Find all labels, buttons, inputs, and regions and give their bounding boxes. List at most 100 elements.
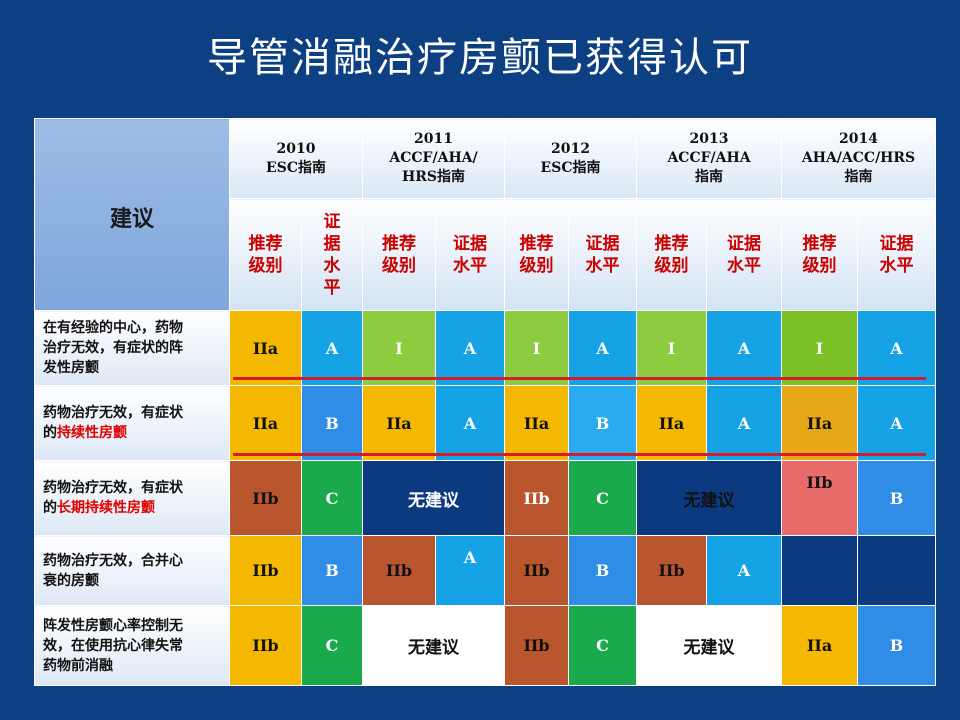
class-cell: IIb bbox=[362, 535, 436, 606]
subheader-text: 水平 bbox=[585, 255, 620, 276]
row-label-highlight: 持续性房颤 bbox=[57, 425, 127, 441]
subheader-text: 水平 bbox=[453, 255, 487, 276]
class-cell: IIa bbox=[229, 310, 302, 386]
guideline-2011-accf-aha-hrs: 2011 ACCF/AHA/ HRS指南 bbox=[361, 118, 506, 199]
row-label-highlight: 长期持续性房颤 bbox=[57, 500, 155, 516]
table-row: 药物治疗无效，有症状 的长期持续性房颤 IIb C 无建议 IIb C 无建议 … bbox=[34, 460, 937, 536]
class-cell: IIb bbox=[504, 460, 570, 536]
row-label-text: 的 bbox=[43, 500, 57, 516]
empty-cell bbox=[781, 535, 859, 606]
table-row: 阵发性房颤心率控制无 效，在使用抗心律失常 药物前消融 IIb C 无建议 II… bbox=[34, 605, 937, 686]
guideline-name: ACCF/AHA bbox=[667, 150, 751, 166]
guideline-year: 2012 bbox=[551, 140, 590, 157]
class-cell: I bbox=[781, 310, 859, 386]
row-label-line: 药物前消融 bbox=[43, 657, 113, 674]
row-label-persistent-af: 药物治疗无效，有症状 的持续性房颤 bbox=[34, 385, 230, 461]
subheader-text: 证据 bbox=[585, 233, 620, 254]
row-label-line: 发性房颤 bbox=[43, 360, 99, 376]
subheader-text: 证据 bbox=[453, 233, 487, 254]
class-cell: IIa bbox=[229, 385, 302, 461]
subheader-evidence: 证据 水平 bbox=[434, 198, 506, 311]
row-label-text: 的 bbox=[43, 425, 57, 441]
guideline-2013-accf-aha: 2013 ACCF/AHA 指南 bbox=[636, 118, 783, 199]
row-label-long-standing-af: 药物治疗无效，有症状 的长期持续性房颤 bbox=[34, 460, 230, 536]
subheader-evidence: 证据 水平 bbox=[706, 198, 783, 311]
guideline-name: HRS指南 bbox=[402, 169, 465, 185]
subheader-evidence: 证据 水平 bbox=[857, 198, 937, 311]
subheader-text: 级别 bbox=[382, 255, 416, 276]
subheader-recommend: 推荐 级别 bbox=[781, 198, 859, 311]
subheader-recommend: 推荐 级别 bbox=[229, 198, 302, 311]
empty-cell bbox=[857, 535, 937, 606]
table-row: 药物治疗无效，有症状 的持续性房颤 IIa B IIa A IIa B IIa … bbox=[34, 385, 937, 461]
class-cell: IIb bbox=[781, 460, 859, 536]
highlight-line bbox=[233, 377, 926, 380]
subheader-text: 级别 bbox=[654, 255, 689, 276]
no-recommendation-cell: 无建议 bbox=[636, 605, 783, 686]
row-label-rate-control-failed: 阵发性房颤心率控制无 效，在使用抗心律失常 药物前消融 bbox=[34, 605, 230, 686]
evidence-cell: A bbox=[706, 310, 783, 386]
subheader-text: 证 bbox=[323, 211, 341, 232]
evidence-cell: A bbox=[706, 385, 783, 461]
evidence-cell: A bbox=[301, 310, 363, 386]
evidence-cell: A bbox=[434, 535, 506, 606]
evidence-cell: A bbox=[857, 310, 937, 386]
subheader-text: 级别 bbox=[519, 255, 554, 276]
class-cell: IIa bbox=[636, 385, 708, 461]
class-cell: IIb bbox=[504, 535, 570, 606]
subheader-text: 推荐 bbox=[519, 233, 554, 254]
recommendation-table: 建议 2010 ESC指南 2011 ACCF/AHA/ HRS指南 2012 … bbox=[34, 118, 937, 686]
class-cell: I bbox=[636, 310, 708, 386]
subheader-text: 证据 bbox=[727, 233, 762, 254]
guideline-name: ESC指南 bbox=[266, 159, 326, 176]
class-cell: IIb bbox=[636, 535, 708, 606]
class-cell: IIb bbox=[229, 535, 302, 606]
evidence-cell: B bbox=[568, 535, 638, 606]
guideline-header-row: 建议 2010 ESC指南 2011 ACCF/AHA/ HRS指南 2012 … bbox=[34, 118, 937, 311]
evidence-cell: C bbox=[568, 605, 638, 686]
slide-title: 导管消融治疗房颤已获得认可 bbox=[207, 35, 753, 81]
row-label-line: 阵发性房颤心率控制无 bbox=[43, 617, 183, 634]
class-cell: IIa bbox=[781, 605, 859, 686]
class-cell: IIa bbox=[504, 385, 570, 461]
guideline-name: ESC指南 bbox=[540, 159, 601, 176]
guideline-year: 2013 bbox=[689, 131, 729, 147]
guideline-2014-aha-acc-hrs: 2014 AHA/ACC/HRS 指南 bbox=[781, 118, 937, 199]
no-recommendation-cell: 无建议 bbox=[636, 460, 783, 536]
row-label-line: 药物治疗无效，有症状 bbox=[43, 405, 183, 421]
row-label-line: 衰的房颤 bbox=[43, 572, 99, 589]
subheader-evidence-vertical: 证 据 水 平 bbox=[301, 198, 363, 311]
evidence-cell: A bbox=[857, 385, 937, 461]
subheader-text: 水平 bbox=[879, 255, 914, 276]
guideline-name: 指南 bbox=[695, 169, 724, 185]
row-label-line: 效，在使用抗心律失常 bbox=[43, 637, 183, 654]
evidence-cell: B bbox=[857, 605, 937, 686]
subheader-text: 级别 bbox=[802, 255, 837, 276]
guideline-year: 2014 bbox=[839, 131, 878, 147]
subheader-text: 推荐 bbox=[382, 233, 416, 254]
class-cell: I bbox=[504, 310, 570, 386]
subheader-text: 推荐 bbox=[654, 233, 689, 254]
evidence-cell: A bbox=[434, 310, 506, 386]
subheader-text: 证据 bbox=[879, 233, 914, 254]
evidence-cell: B bbox=[857, 460, 937, 536]
guideline-2010-esc: 2010 ESC指南 bbox=[229, 118, 363, 199]
subheader-text: 据 bbox=[323, 233, 341, 254]
guideline-2012-esc: 2012 ESC指南 bbox=[504, 118, 638, 199]
class-cell: IIa bbox=[781, 385, 859, 461]
evidence-cell: C bbox=[301, 605, 363, 686]
evidence-cell: A bbox=[434, 385, 506, 461]
subheader-evidence: 证据 水平 bbox=[568, 198, 638, 311]
recommendation-header-label: 建议 bbox=[109, 207, 154, 232]
evidence-cell: B bbox=[568, 385, 638, 461]
evidence-cell: A bbox=[706, 535, 783, 606]
table-row: 在有经验的中心，药物 治疗无效，有症状的阵 发性房颤 IIa A I A I A… bbox=[34, 310, 937, 386]
evidence-cell: C bbox=[301, 460, 363, 536]
guideline-name: ACCF/AHA/ bbox=[389, 150, 478, 166]
subheader-recommend: 推荐 级别 bbox=[362, 198, 436, 311]
subheader-text: 推荐 bbox=[802, 233, 837, 254]
class-cell: IIb bbox=[504, 605, 570, 686]
row-label-line: 药物治疗无效，合并心 bbox=[43, 552, 183, 569]
subheader-text: 水平 bbox=[727, 255, 762, 276]
subheader-row: 推荐 级别 证 据 水 平 推荐 级别 证据 水平 推荐 级别 证据 水平 推荐… bbox=[35, 198, 937, 311]
